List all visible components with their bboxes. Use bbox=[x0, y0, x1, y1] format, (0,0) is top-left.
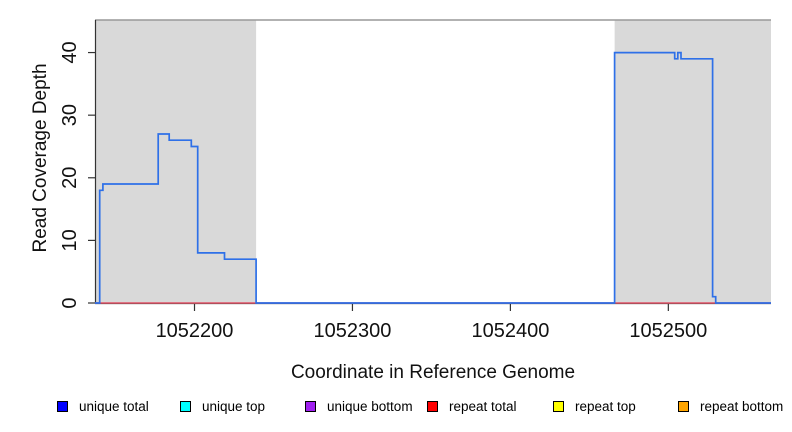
y-tick-label: 0 bbox=[59, 297, 81, 308]
x-tick-label: 1052300 bbox=[314, 320, 392, 342]
x-tick-label: 1052500 bbox=[629, 320, 707, 342]
shaded-region-1 bbox=[95, 20, 257, 303]
x-tick-label: 1052200 bbox=[156, 320, 234, 342]
y-tick-label: 40 bbox=[59, 41, 81, 63]
unique-total-line bbox=[95, 51, 771, 304]
y-axis-title: Read Coverage Depth bbox=[30, 63, 51, 252]
y-tick-label: 30 bbox=[59, 104, 81, 126]
x-axis-title: Coordinate in Reference Genome bbox=[291, 362, 575, 383]
shaded-region-2 bbox=[614, 20, 771, 303]
y-tick-label: 10 bbox=[59, 229, 81, 251]
x-tick-label: 1052400 bbox=[471, 320, 549, 342]
y-tick-label: 20 bbox=[59, 167, 81, 189]
